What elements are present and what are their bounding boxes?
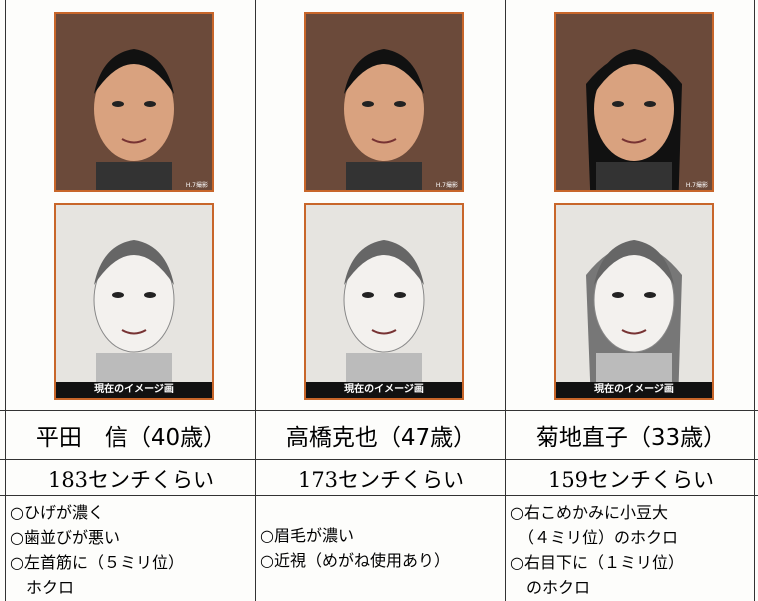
sketch: 現在のイメージ画	[554, 203, 714, 400]
col-rule	[5, 0, 6, 601]
col-rule	[505, 0, 506, 601]
photo-caption: H.7撮影	[685, 182, 708, 189]
feature-line: （４ミリ位）のホクロ	[510, 528, 679, 547]
photo: H.7撮影	[304, 12, 464, 192]
sketch: 現在のイメージ画	[54, 203, 214, 400]
feature-line: ○眉毛が濃い	[260, 526, 354, 545]
col-rule	[754, 0, 755, 601]
feature-line: ○ひげが濃く	[10, 503, 104, 522]
portrait	[306, 14, 462, 190]
feature-line: ホクロ	[10, 578, 75, 597]
col-rule	[255, 0, 256, 601]
feature-line: ○左首筋に（５ミリ位）	[10, 553, 184, 572]
person-column: H.7撮影 現在のイメージ画菊地直子（33歳） 159センチくらい ○右こめかみに小…	[506, 0, 756, 601]
feature-line: ○右こめかみに小豆大	[510, 503, 668, 522]
photo: H.7撮影	[54, 12, 214, 192]
row-rule	[0, 459, 758, 460]
feature-line: ○近視（めがね使用あり）	[260, 551, 450, 570]
portrait	[306, 205, 462, 398]
portrait	[556, 205, 712, 398]
person-column: H.7撮影 現在のイメージ画平田 信（40歳） 183センチくらい ○ひげが濃く ○歯…	[6, 0, 256, 601]
person-height: 173センチくらい	[297, 468, 465, 492]
portrait	[56, 205, 212, 398]
photo: H.7撮影	[554, 12, 714, 192]
feature-line: のホクロ	[510, 578, 591, 597]
sketch-caption: 現在のイメージ画	[306, 382, 462, 398]
row-rule	[0, 410, 758, 411]
person-name: 平田 信（40歳）	[35, 425, 227, 451]
sketch-caption: 現在のイメージ画	[556, 382, 712, 398]
person-name: 菊地直子（33歳）	[535, 425, 727, 451]
feature-line: ○歯並びが悪い	[10, 528, 120, 547]
person-height: 183センチくらい	[47, 468, 215, 492]
person-height: 159センチくらい	[547, 468, 715, 492]
row-rule	[0, 495, 758, 496]
sketch-caption: 現在のイメージ画	[56, 382, 212, 398]
portrait	[56, 14, 212, 190]
photo-caption: H.7撮影	[435, 182, 458, 189]
person-name: 高橋克也（47歳）	[285, 425, 477, 451]
sketch: 現在のイメージ画	[304, 203, 464, 400]
portrait	[556, 14, 712, 190]
photo-caption: H.7撮影	[185, 182, 208, 189]
feature-line: ○右目下に（１ミリ位）	[510, 553, 684, 572]
person-column: H.7撮影 現在のイメージ画高橋克也（47歳） 173センチくらい ○眉毛が濃い ○近…	[256, 0, 506, 601]
